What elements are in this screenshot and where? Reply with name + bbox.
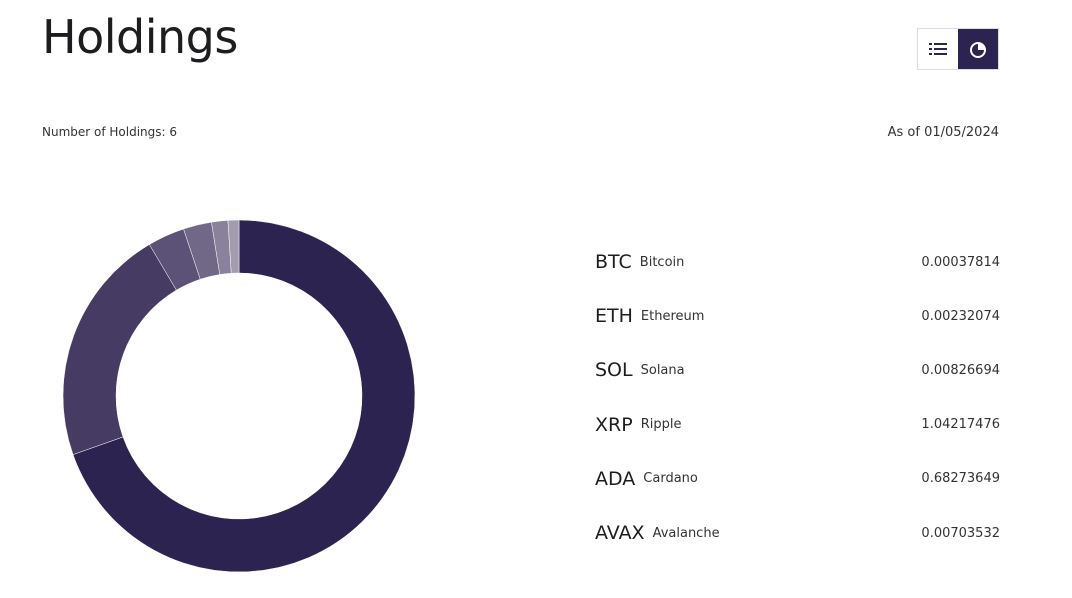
holding-row[interactable]: BTC Bitcoin 0.00037814	[595, 247, 1000, 277]
amount: 1.04217476	[921, 417, 1000, 433]
pie-icon	[970, 42, 986, 58]
list-icon	[929, 43, 947, 55]
amount: 0.00232074	[921, 308, 1000, 324]
symbol: SOL	[595, 359, 633, 382]
donut-segment	[227, 219, 240, 274]
amount: 0.68273649	[921, 471, 1000, 487]
holding-row[interactable]: AVAX Avalanche 0.00703532	[595, 518, 1000, 548]
asset-name: Bitcoin	[639, 254, 685, 270]
holdings-count: Number of Holdings: 6	[42, 125, 178, 139]
as-of-date: As of 01/05/2024	[887, 125, 999, 140]
holding-row[interactable]: ADA Cardano 0.68273649	[595, 464, 1000, 494]
donut-segment	[62, 244, 177, 455]
holding-row[interactable]: ETH Ethereum 0.00232074	[595, 301, 1000, 331]
holding-row[interactable]: XRP Ripple 1.04217476	[595, 410, 1000, 440]
view-toggle	[917, 28, 999, 70]
list-view-button[interactable]	[918, 29, 958, 69]
symbol: ADA	[595, 467, 636, 490]
asset-name: Solana	[640, 362, 685, 378]
amount: 0.00037814	[921, 254, 1000, 270]
symbol: ETH	[595, 305, 633, 328]
amount: 0.00703532	[921, 525, 1000, 541]
asset-name: Ethereum	[640, 308, 705, 324]
donut-chart	[62, 219, 416, 573]
symbol: BTC	[595, 251, 632, 273]
symbol: AVAX	[595, 522, 645, 544]
page-title: Holdings	[42, 10, 238, 64]
asset-name: Avalanche	[652, 525, 720, 541]
amount: 0.00826694	[921, 362, 1000, 378]
chart-view-button[interactable]	[958, 29, 998, 69]
donut-segment	[72, 219, 416, 573]
asset-name: Cardano	[643, 471, 698, 487]
symbol: XRP	[595, 413, 633, 436]
asset-name: Ripple	[640, 417, 682, 433]
holding-row[interactable]: SOL Solana 0.00826694	[595, 355, 1000, 385]
